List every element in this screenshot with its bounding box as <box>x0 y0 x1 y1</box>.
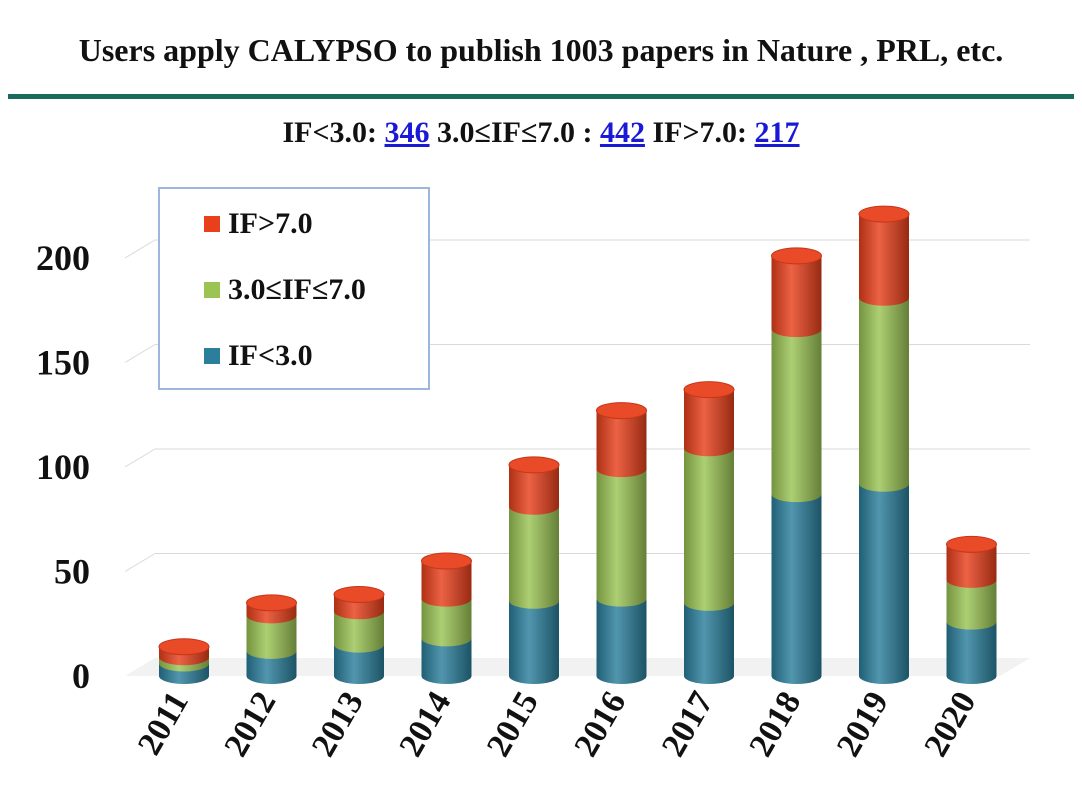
summary-mid-label: 3.0≤IF≤7.0 : <box>437 116 593 149</box>
legend-swatch-high <box>204 216 220 232</box>
bar-segment-2020-s1 <box>946 579 997 630</box>
gridline-diag <box>124 344 156 363</box>
bar-segment-2019-s2 <box>859 214 909 306</box>
legend-item-low: IF<3.0 <box>204 339 313 373</box>
bar-segment-2017-s0 <box>684 602 734 684</box>
bar-top-2014 <box>421 552 472 570</box>
x-tick-label: 2020 <box>917 686 983 763</box>
y-tick-label: 100 <box>36 447 90 487</box>
bar-top-2011 <box>158 638 210 656</box>
y-tick-label: 0 <box>72 656 90 696</box>
bar-segment-2018-s1 <box>771 329 822 503</box>
bar-segment-2012-s0 <box>246 650 297 684</box>
bar-segment-2020-s2 <box>946 544 997 588</box>
x-tick-label: 2013 <box>305 686 371 763</box>
summary-low-label: IF<3.0: <box>282 116 378 149</box>
bar-top-2015 <box>508 456 560 474</box>
bar-segment-2018-s0 <box>771 494 822 684</box>
bar-segment-2019-s1 <box>859 297 909 492</box>
bar-segment-2015-s0 <box>509 600 559 684</box>
bar-segment-2017-s2 <box>684 389 734 457</box>
bar-top-2013 <box>333 585 385 603</box>
bar-segment-2014-s1 <box>421 598 472 647</box>
summary-high-label: IF>7.0: <box>652 116 748 149</box>
summary-low-link[interactable]: 346 <box>384 116 430 149</box>
legend-label-mid: 3.0≤IF≤7.0 <box>228 273 366 306</box>
bar-segment-2020-s0 <box>946 621 997 684</box>
legend-item-high: IF>7.0 <box>204 207 313 241</box>
legend-label-high: IF>7.0 <box>228 207 313 240</box>
x-tick-label: 2014 <box>392 686 458 763</box>
bar-top-2017 <box>683 381 735 399</box>
summary-line: IF<3.0: 346 3.0≤IF≤7.0 : 442 IF>7.0: 217 <box>0 116 1082 150</box>
bar-segment-2017-s1 <box>684 448 734 611</box>
page-title: Users apply CALYPSO to publish 1003 pape… <box>78 32 1004 68</box>
x-tick-label: 2016 <box>567 686 633 763</box>
y-tick-label: 200 <box>36 238 90 278</box>
bar-segment-2012-s1 <box>246 615 297 659</box>
bar-segment-2013-s1 <box>334 611 384 653</box>
bar-segment-2014-s0 <box>421 638 472 684</box>
y-tick-label: 50 <box>54 552 90 592</box>
bar-top-2020 <box>946 535 997 553</box>
bar-segment-2016-s0 <box>596 598 647 684</box>
bar-top-2018 <box>771 247 822 265</box>
bar-top-2016 <box>596 402 647 420</box>
bar-segment-2019-s0 <box>859 483 909 684</box>
gridline-diag <box>124 553 156 572</box>
legend-item-mid: 3.0≤IF≤7.0 <box>204 273 366 307</box>
bar-segment-2014-s2 <box>421 561 472 607</box>
bar-top-2019 <box>858 205 910 223</box>
bar-segment-2016-s2 <box>596 410 647 478</box>
summary-mid-link[interactable]: 442 <box>599 116 645 149</box>
x-tick-label: 2019 <box>830 686 896 763</box>
title-divider <box>8 94 1074 99</box>
x-tick-label: 2015 <box>480 686 546 763</box>
x-tick-label: 2011 <box>131 686 196 762</box>
legend-swatch-mid <box>204 282 220 298</box>
chart-legend: IF>7.0 3.0≤IF≤7.0 IF<3.0 <box>158 187 430 390</box>
gridline-diag <box>124 239 156 259</box>
bar-top-2012 <box>246 594 297 612</box>
x-tick-label: 2018 <box>742 686 808 763</box>
summary-high-link[interactable]: 217 <box>754 116 800 149</box>
x-tick-label: 2012 <box>217 686 283 763</box>
legend-label-low: IF<3.0 <box>228 339 313 372</box>
bar-segment-2016-s1 <box>596 469 647 607</box>
y-tick-label: 150 <box>36 343 90 383</box>
bar-segment-2015-s2 <box>509 464 559 515</box>
legend-swatch-low <box>204 348 220 364</box>
bar-segment-2018-s2 <box>771 255 822 338</box>
gridline-diag <box>124 448 156 468</box>
x-tick-label: 2017 <box>655 686 721 763</box>
bar-segment-2013-s0 <box>334 644 384 684</box>
bar-segment-2015-s1 <box>509 506 559 609</box>
